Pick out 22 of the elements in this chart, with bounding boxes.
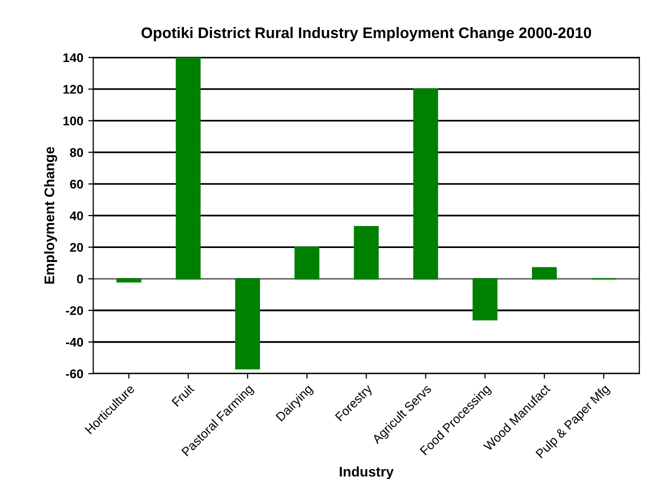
- y-axis-title: Employment Change: [44, 146, 58, 284]
- bar: [532, 267, 557, 280]
- y-tick-label: 80: [70, 148, 84, 157]
- y-tick-label: -20: [66, 306, 84, 316]
- bar: [176, 57, 201, 280]
- y-tick-label: -60: [66, 369, 84, 378]
- bar: [413, 88, 438, 280]
- bar: [354, 226, 379, 280]
- y-tick-label: 40: [70, 211, 84, 220]
- y-tick-label: 0: [77, 274, 84, 284]
- y-tick-label: 60: [70, 180, 84, 189]
- bar: [294, 246, 320, 280]
- y-tick-label: 20: [70, 242, 84, 252]
- chart-title: Opotiki District Rural Industry Employment Change 2000-2010: [142, 26, 592, 42]
- x-axis-title: Industry: [340, 466, 394, 479]
- y-tick-label: -40: [66, 338, 84, 347]
- y-tick-label: 140: [63, 53, 84, 62]
- y-tick-label: 100: [63, 116, 84, 126]
- bar: [472, 278, 498, 320]
- y-tick-label: 120: [63, 84, 84, 94]
- bar: [116, 278, 142, 282]
- bar: [235, 278, 260, 370]
